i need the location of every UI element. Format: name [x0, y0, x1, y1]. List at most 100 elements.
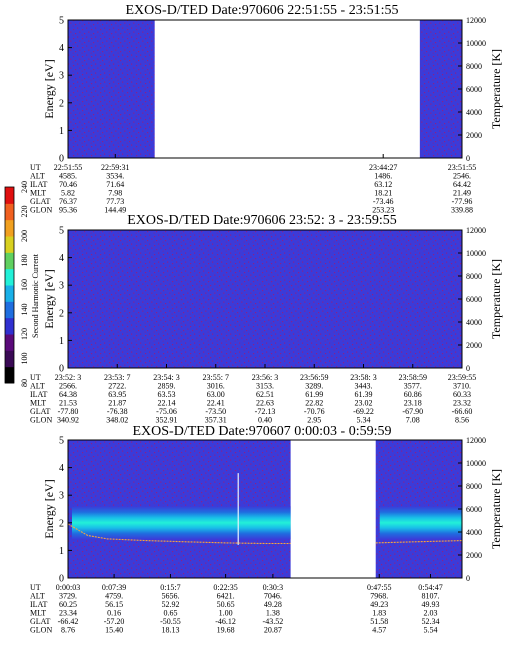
colorbar-title: Second Harmonic Current	[31, 253, 40, 338]
row-label: ALT	[30, 382, 45, 391]
row-label: MLT	[30, 189, 46, 198]
y-tick-label: 2	[59, 98, 64, 109]
table-cell: 23:52: 3	[55, 373, 81, 382]
table-cell: 352.91	[156, 416, 178, 425]
table-cell: 23:59:55	[448, 373, 476, 382]
table-cell: 51.58	[370, 617, 388, 626]
table-cell: 2546.	[453, 172, 471, 181]
table-cell: 253.23	[372, 206, 394, 215]
y-axis-label: Energy [eV]	[42, 479, 56, 538]
table-cell: 3443.	[355, 382, 373, 391]
table-cell: -46.12	[215, 617, 236, 626]
table-cell: 21.53	[59, 399, 77, 408]
table-cell: 8107.	[421, 592, 439, 601]
colorbar-tick-label: 160	[20, 279, 29, 291]
table-cell: 76.37	[59, 197, 77, 206]
table-cell: -77.96	[452, 197, 473, 206]
data-segment	[68, 230, 462, 368]
row-label: MLT	[30, 609, 46, 618]
table-cell: 5.82	[61, 189, 75, 198]
table-cell: 0:30:3	[263, 583, 283, 592]
y2-tick-label: 10000	[466, 459, 486, 468]
table-cell: 22:51:55	[54, 163, 82, 172]
y2-tick-label: 10000	[466, 249, 486, 258]
table-cell: 23:55: 7	[203, 373, 229, 382]
y2-axis-label: Temperature [K]	[489, 49, 503, 129]
table-cell: -77.80	[58, 407, 79, 416]
panel-3: EXOS-D/TED Date:970607 0:00:03 - 0:59:59…	[30, 424, 503, 635]
colorbar-swatch	[5, 252, 14, 270]
y2-tick-label: 12000	[466, 16, 486, 25]
colorbar-tick-label: 200	[20, 230, 29, 242]
table-cell: 63.95	[108, 390, 126, 399]
panel-title: EXOS-D/TED Date:970606 23:52: 3 - 23:59:…	[127, 213, 396, 228]
table-cell: 23:58: 3	[350, 373, 376, 382]
colorbar-tick-label: 220	[20, 206, 29, 218]
y2-axis-label: Temperature [K]	[489, 259, 503, 339]
panel-title: EXOS-D/TED Date:970607 0:00:03 - 0:59:59	[133, 424, 392, 439]
y-tick-label: 2	[59, 308, 64, 319]
table-cell: 23:56:59	[300, 373, 328, 382]
table-cell: 95.36	[59, 206, 77, 215]
table-cell: 22.14	[158, 399, 176, 408]
table-cell: 340.92	[57, 416, 79, 425]
table-cell: 2566.	[59, 382, 77, 391]
y-tick-label: 5	[59, 16, 64, 27]
y2-tick-label: 8000	[466, 482, 482, 491]
table-cell: 3710.	[453, 382, 471, 391]
table-cell: 1.00	[219, 609, 233, 618]
table-cell: 63.12	[374, 180, 392, 189]
table-cell: 61.39	[355, 390, 373, 399]
y-axis: 0 1 2 3 4 5	[59, 16, 72, 165]
table-cell: 0.65	[163, 609, 177, 618]
colorbar-ticks: 80 100 120 140 160 180 200 220 240	[20, 181, 29, 387]
table-cell: 5.34	[357, 416, 371, 425]
table-cell: 62.51	[256, 390, 274, 399]
table-cell: 2.03	[423, 609, 437, 618]
row-label: ILAT	[30, 600, 47, 609]
colorbar-swatch	[5, 219, 14, 237]
row-label: GLAT	[30, 617, 51, 626]
table-cell: 49.93	[421, 600, 439, 609]
table-cell: 60.86	[404, 390, 422, 399]
table-cell: 6421.	[217, 592, 235, 601]
table-cell: 21.49	[453, 189, 471, 198]
y-tick-label: 5	[59, 226, 64, 237]
y2-tick-label: 2000	[466, 341, 482, 350]
table-cell: 18.21	[374, 189, 392, 198]
colorbar-swatch	[5, 187, 14, 204]
table-cell: 7046.	[264, 592, 282, 601]
colorbar-swatch	[5, 236, 14, 253]
y2-axis-label: Temperature [K]	[489, 469, 503, 549]
table-cell: 22.63	[256, 399, 274, 408]
colorbar-tick-label: 120	[20, 328, 29, 340]
y-tick-label: 0	[59, 154, 64, 165]
table-cell: 1.83	[372, 609, 386, 618]
table-cell: 23:53: 7	[104, 373, 130, 382]
table-cell: -73.50	[205, 407, 226, 416]
table-cell: -72.13	[255, 407, 276, 416]
colorbar-swatch	[5, 285, 14, 302]
row-label: GLAT	[30, 197, 51, 206]
table-cell: 52.34	[421, 617, 439, 626]
y-tick-label: 3	[59, 281, 64, 292]
y2-tick-label: 2000	[466, 131, 482, 140]
table-cell: -66.42	[58, 617, 79, 626]
y2-axis: 0 2000 4000 6000 8000 10000 12000	[458, 226, 486, 373]
table-cell: 3153.	[256, 382, 274, 391]
y-tick-label: 3	[59, 71, 64, 82]
table-cell: 4.57	[372, 626, 386, 635]
y2-tick-label: 0	[466, 364, 470, 373]
y-axis-label: Energy [eV]	[42, 59, 56, 118]
table-cell: 23:58:59	[399, 373, 427, 382]
y-tick-label: 3	[59, 491, 64, 502]
table-cell: 21.87	[108, 399, 126, 408]
colorbar-tick-label: 240	[20, 181, 29, 193]
y2-tick-label: 12000	[466, 436, 486, 445]
y-tick-label: 1	[59, 126, 64, 137]
row-label: UT	[30, 583, 41, 592]
colorbar-tick-label: 140	[20, 304, 29, 316]
table-cell: 8.76	[61, 626, 75, 635]
